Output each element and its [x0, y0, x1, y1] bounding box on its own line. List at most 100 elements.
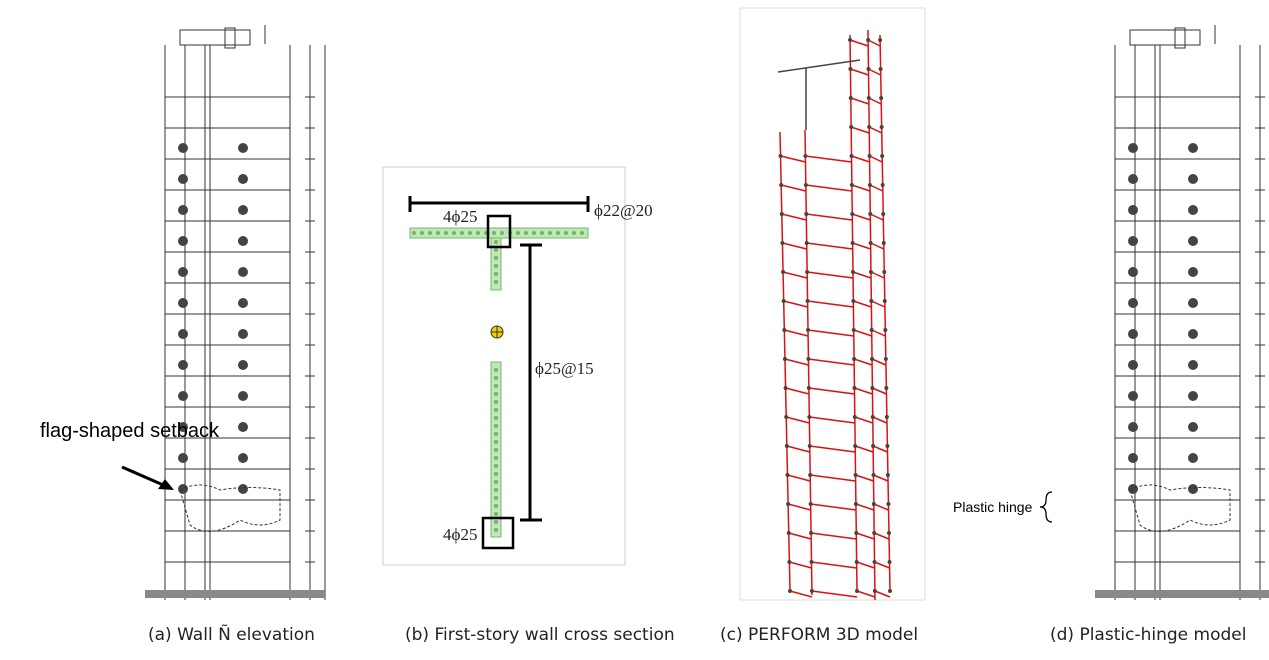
node	[886, 473, 890, 477]
node	[854, 531, 858, 535]
node	[781, 270, 785, 274]
node	[807, 415, 811, 419]
rebar	[494, 504, 498, 508]
opening	[1188, 422, 1198, 432]
rebar	[494, 488, 498, 492]
captions: (a) Wall Ñ elevation (b) First-story wal…	[148, 623, 1246, 645]
flange-spacing: ϕ22@20	[594, 201, 653, 220]
node	[881, 212, 885, 216]
roof	[180, 25, 265, 48]
opening	[1188, 453, 1198, 463]
rebar	[494, 280, 498, 284]
opening	[178, 329, 188, 339]
setback-outline	[1130, 485, 1230, 531]
base	[145, 590, 325, 598]
node	[885, 444, 889, 448]
rebar	[580, 231, 584, 235]
node	[851, 270, 855, 274]
node	[780, 212, 784, 216]
node	[784, 415, 788, 419]
setback-text: flag-shaped setback	[40, 420, 220, 442]
opening	[1128, 329, 1138, 339]
base	[1095, 590, 1269, 598]
plastic-hinge-label: Plastic hinge	[953, 499, 1033, 515]
node	[872, 531, 876, 535]
node	[804, 212, 808, 216]
node	[868, 183, 872, 187]
rebar	[494, 376, 498, 380]
node	[806, 357, 810, 361]
opening	[1188, 298, 1198, 308]
node	[787, 531, 791, 535]
node	[870, 386, 874, 390]
wall-elevation-d	[1095, 25, 1269, 600]
rebar	[494, 368, 498, 372]
rebar	[494, 464, 498, 468]
node	[851, 299, 855, 303]
opening	[1188, 236, 1198, 246]
brace	[1040, 492, 1052, 522]
node	[849, 96, 853, 100]
node	[786, 502, 790, 506]
opening	[238, 360, 248, 370]
opening	[1128, 298, 1138, 308]
node	[871, 415, 875, 419]
node	[887, 560, 891, 564]
node	[849, 125, 853, 129]
opening	[238, 298, 248, 308]
node	[788, 589, 792, 593]
caption: (b) First-story wall cross section	[405, 625, 675, 645]
opening	[1188, 205, 1198, 215]
node	[879, 67, 883, 71]
rebar	[494, 400, 498, 404]
rebar	[436, 231, 440, 235]
rebar	[494, 264, 498, 268]
rebar	[452, 231, 456, 235]
node	[852, 386, 856, 390]
node	[855, 560, 859, 564]
node	[805, 270, 809, 274]
opening	[1188, 174, 1198, 184]
rebar	[494, 416, 498, 420]
node	[850, 154, 854, 158]
opening	[1188, 329, 1198, 339]
node	[852, 357, 856, 361]
node	[869, 241, 873, 245]
opening	[1188, 484, 1198, 494]
opening	[178, 360, 188, 370]
rebar	[494, 528, 498, 532]
node	[851, 241, 855, 245]
opening	[178, 174, 188, 184]
opening	[178, 143, 188, 153]
node	[869, 270, 873, 274]
node	[870, 328, 874, 332]
opening	[1128, 205, 1138, 215]
node	[848, 67, 852, 71]
opening	[238, 205, 248, 215]
node	[810, 589, 814, 593]
node	[873, 560, 877, 564]
setback-label: flag-shaped setback	[40, 420, 220, 442]
node	[810, 560, 814, 564]
node	[855, 589, 859, 593]
node	[848, 38, 852, 42]
node	[866, 38, 870, 42]
node	[783, 357, 787, 361]
roof	[1130, 25, 1215, 48]
node	[880, 125, 884, 129]
opening	[238, 236, 248, 246]
opening	[178, 236, 188, 246]
node	[882, 270, 886, 274]
opening	[1128, 174, 1138, 184]
node	[852, 328, 856, 332]
node	[880, 154, 884, 158]
node	[883, 299, 887, 303]
node	[885, 415, 889, 419]
opening	[238, 422, 248, 432]
node	[779, 183, 783, 187]
node	[866, 67, 870, 71]
opening	[178, 391, 188, 401]
node	[881, 183, 885, 187]
rebar	[516, 231, 520, 235]
rebar	[494, 440, 498, 444]
